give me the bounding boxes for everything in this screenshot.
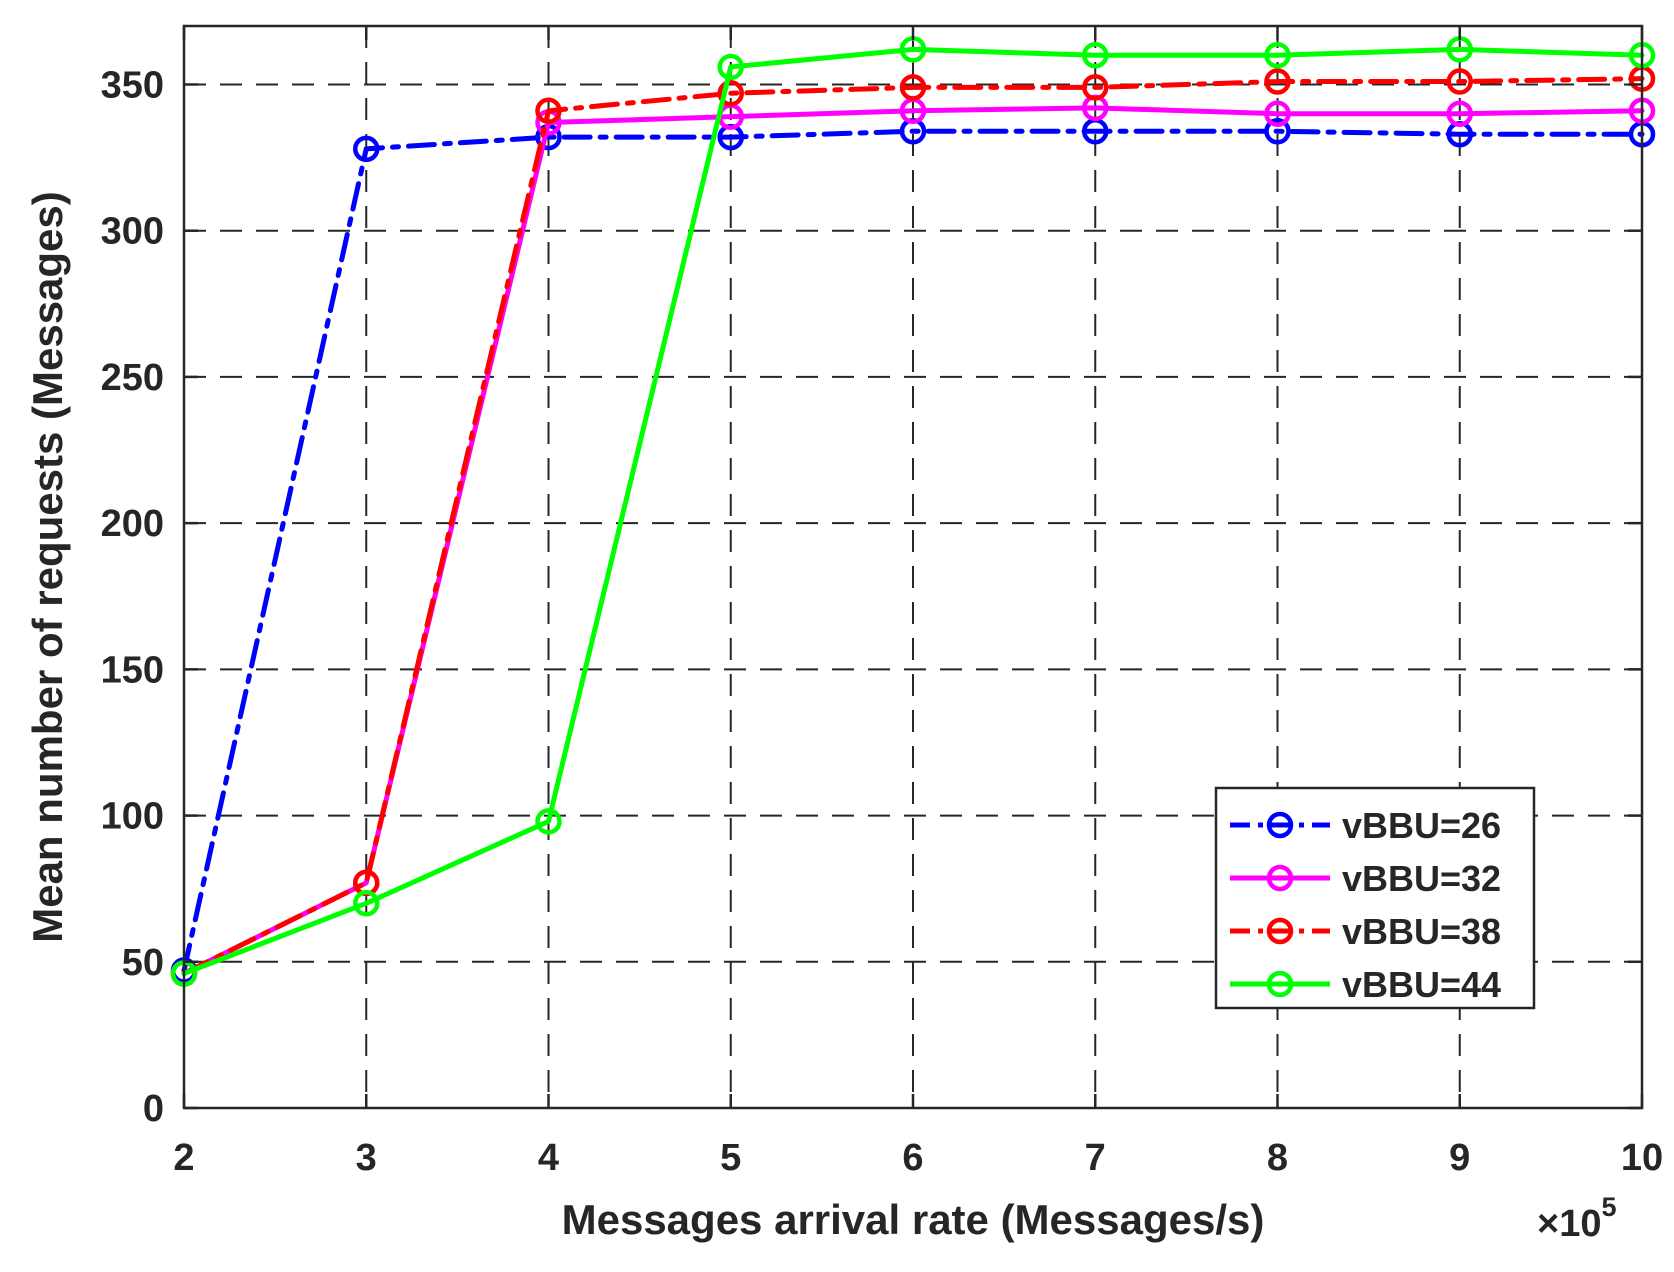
y-tick-label: 350 xyxy=(101,64,164,106)
series-line xyxy=(181,46,1645,976)
y-tick-label: 100 xyxy=(101,796,164,838)
legend-label: vBBU=26 xyxy=(1342,805,1501,846)
data-point-marker xyxy=(353,890,380,917)
legend-marker xyxy=(1266,864,1294,892)
tick-marks xyxy=(182,26,1644,1110)
x-axis-label: Messages arrival rate (Messages/s) xyxy=(562,1196,1265,1243)
data-point-marker xyxy=(535,97,562,125)
series-line xyxy=(181,105,1645,976)
y-tick-label: 150 xyxy=(101,649,164,691)
data-point-marker xyxy=(717,53,744,81)
x-tick-label: 7 xyxy=(1085,1137,1106,1179)
data-point-marker xyxy=(1264,41,1291,69)
data-point-marker xyxy=(1082,74,1109,101)
legend-label: vBBU=32 xyxy=(1342,858,1501,899)
legend-item: vBBU=26 xyxy=(1230,805,1501,846)
x-exponent-label: ×105 xyxy=(1537,1192,1617,1245)
data-point-marker xyxy=(353,135,380,163)
data-point-marker xyxy=(1264,118,1291,145)
legend: vBBU=26 vBBU=32 vBBU=38 vBBU=44 xyxy=(1214,786,1536,1010)
legend-item: vBBU=32 xyxy=(1230,858,1501,899)
y-tick-label: 0 xyxy=(143,1088,164,1130)
data-point-marker xyxy=(717,80,744,107)
data-point-marker xyxy=(1264,68,1291,95)
x-tick-label: 10 xyxy=(1621,1137,1663,1179)
x-tick-label: 9 xyxy=(1449,1137,1470,1179)
legend-label: vBBU=38 xyxy=(1342,911,1501,952)
y-tick-label: 200 xyxy=(101,503,164,545)
y-tick-label: 50 xyxy=(122,942,164,984)
data-point-marker xyxy=(1264,100,1291,127)
legend-item: vBBU=44 xyxy=(1230,964,1501,1005)
series-layer xyxy=(170,36,1656,987)
data-point-marker xyxy=(899,74,927,101)
x-tick-label: 2 xyxy=(173,1137,194,1179)
x-tick-label: 5 xyxy=(720,1137,741,1179)
x-tick-label: 6 xyxy=(902,1137,923,1179)
legend-label: vBBU=44 xyxy=(1342,964,1501,1005)
legend-marker xyxy=(1266,917,1294,945)
legend-marker xyxy=(1266,970,1294,998)
data-point-marker xyxy=(535,808,562,835)
data-point-marker xyxy=(1446,100,1473,127)
y-tick-label: 250 xyxy=(101,357,164,399)
x-tick-labels: 2 3 4 5 6 7 8 9 10 xyxy=(173,1137,1663,1179)
data-point-marker xyxy=(1446,68,1473,95)
legend-marker xyxy=(1266,811,1294,839)
series-line xyxy=(181,128,1645,974)
x-tick-label: 3 xyxy=(356,1137,377,1179)
data-point-marker xyxy=(1082,41,1109,69)
x-exponent-power: 5 xyxy=(1601,1192,1616,1222)
x-tick-label: 8 xyxy=(1267,1137,1288,1179)
y-axis-label: Mean number of requests (Messages) xyxy=(24,191,71,943)
x-tick-label: 4 xyxy=(538,1137,559,1179)
legend-item: vBBU=38 xyxy=(1230,911,1501,952)
y-tick-labels: 0 50 100 150 200 250 300 350 xyxy=(101,64,164,1130)
x-exponent-base: ×10 xyxy=(1537,1203,1601,1245)
y-tick-label: 300 xyxy=(101,211,164,253)
series-line xyxy=(181,76,1645,976)
